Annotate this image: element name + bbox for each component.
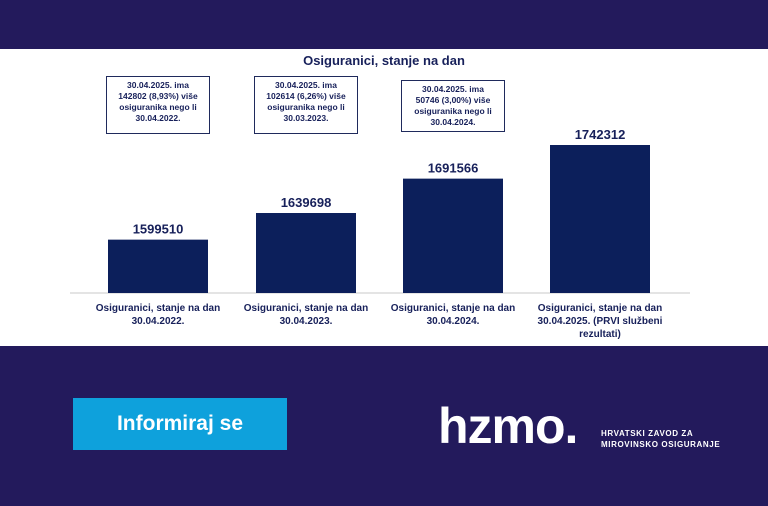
bar: [403, 178, 503, 293]
annotation-line: 142802 (8,93%) više: [118, 91, 198, 101]
logo-mark: hzmo.: [438, 398, 578, 454]
hzmo-logo[interactable]: hzmo.: [438, 398, 578, 454]
bar-value-label: 1639698: [281, 195, 332, 210]
chart-title: Osiguranici, stanje na dan: [303, 53, 465, 68]
annotation-line: 50746 (3,00%) više: [415, 95, 491, 105]
logo-text: HRVATSKI ZAVOD ZA MIROVINSKO OSIGURANJE: [601, 429, 721, 449]
annotation-box: 30.04.2025. ima 50746 (3,00%) više osigu…: [401, 80, 505, 132]
annotation-box: 30.04.2025. ima 102614 (6,26%) više osig…: [254, 76, 358, 134]
bar: [256, 213, 356, 293]
annotation-line: 30.04.2025. ima: [127, 80, 189, 90]
bar-value-label: 1691566: [428, 161, 479, 176]
annotation-line: 30.03.2023.: [283, 113, 329, 123]
annotation-box: 30.04.2025. ima 142802 (8,93%) više osig…: [106, 76, 210, 134]
category-label: Osiguranici, stanje na dan 30.04.2023.: [243, 303, 369, 327]
bar: [108, 239, 208, 293]
category-label: Osiguranici, stanje na dan 30.04.2022.: [95, 303, 221, 327]
annotation-line: osiguranika nego li: [119, 102, 197, 112]
annotation-line: 102614 (6,26%) više: [266, 91, 346, 101]
annotation-line: osiguranika nego li: [414, 106, 492, 116]
annotation-line: 30.04.2024.: [430, 117, 476, 127]
bar-chart: 1599510 1639698 1691566 1742312: [70, 127, 690, 294]
informiraj-se-button[interactable]: Informiraj se: [73, 398, 287, 450]
annotation-line: 30.04.2025. ima: [422, 84, 484, 94]
annotation-line: 30.04.2022.: [135, 113, 181, 123]
annotation-line: 30.04.2025. ima: [275, 80, 337, 90]
category-label: Osiguranici, stanje na dan 30.04.2025. (…: [537, 303, 663, 340]
bar-value-label: 1742312: [575, 127, 626, 142]
top-band: [0, 0, 768, 49]
annotation-line: osiguranika nego li: [267, 102, 345, 112]
bar: [550, 145, 650, 293]
category-label: Osiguranici, stanje na dan 30.04.2024.: [390, 303, 516, 327]
bar-value-label: 1599510: [133, 222, 184, 237]
